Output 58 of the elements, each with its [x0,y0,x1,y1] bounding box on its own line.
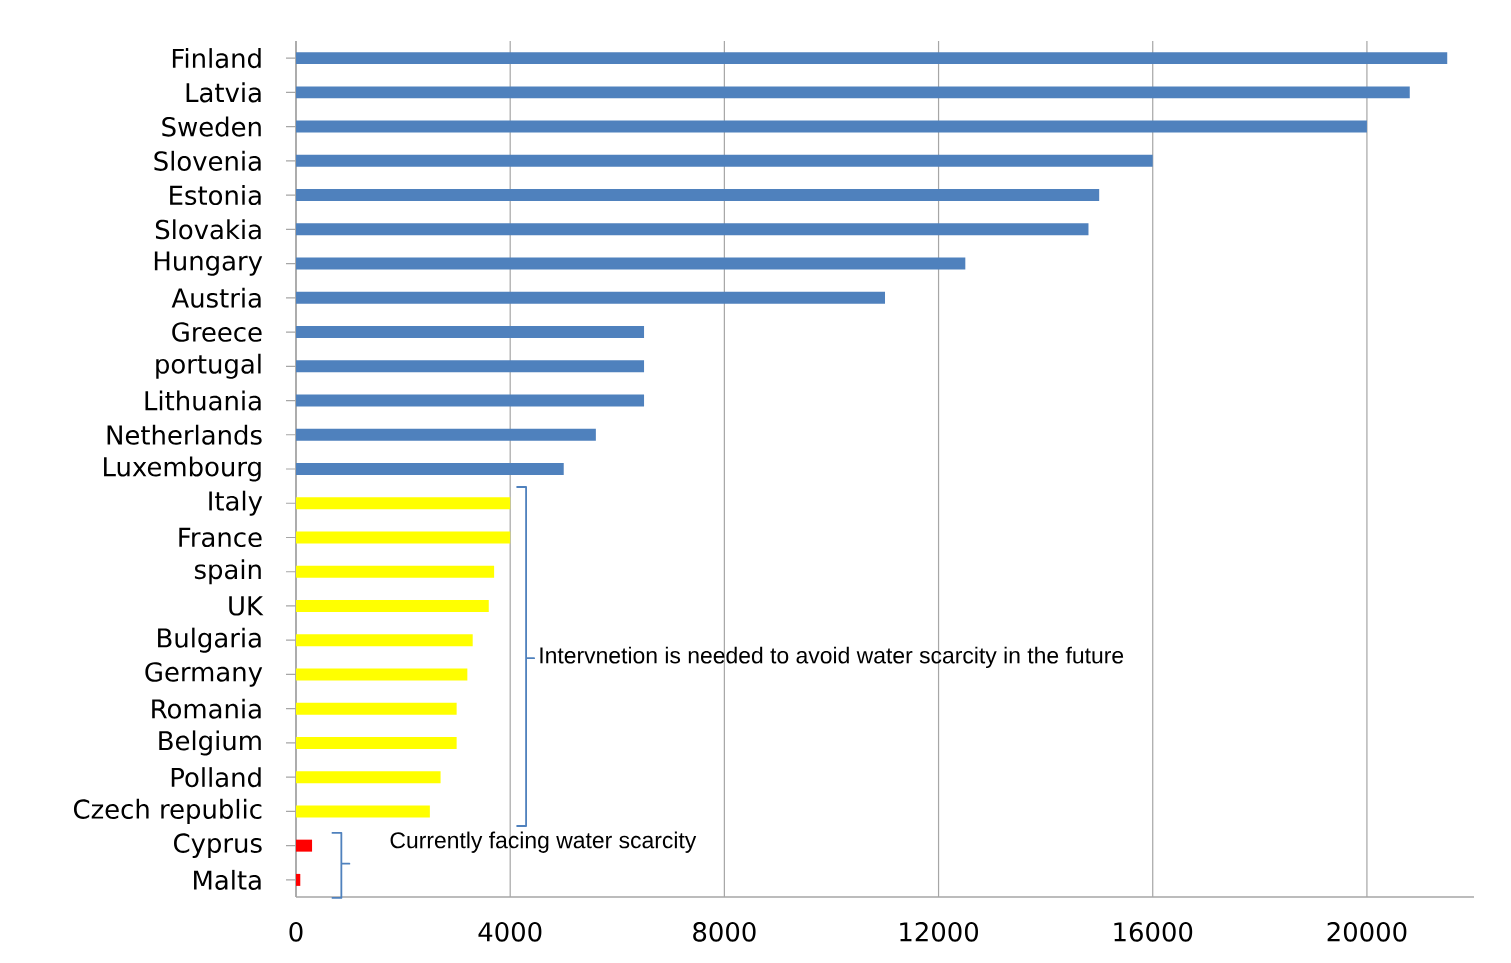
y-tick-label: Cyprus [174,833,262,858]
bar [296,805,430,818]
y-tick-label: Estonia [170,185,261,206]
x-tick-label: 8000 [693,922,756,942]
bar [296,531,511,544]
y-tick-label: portugal [156,353,261,379]
bar [296,428,596,441]
y-tick-label: Slovakia [155,219,261,240]
y-tick-label: Bulgaria [158,627,261,653]
y-tick-label: Greece [172,322,262,342]
x-tick-label: 16000 [1114,922,1193,942]
y-tick-label: Belgium [159,730,261,756]
y-tick-label: Malta [194,869,261,890]
bar [296,52,1448,65]
bar [296,565,495,578]
annotation: Currently facing water scarcity [390,831,697,853]
y-tick-label: Hungary [154,251,263,276]
y-tick-label: Germany [145,662,263,687]
y-tick-label: Austria [171,287,261,308]
y-tick-label: Luxembourg [104,456,261,482]
bar [296,257,966,270]
y-tick-label: spain [194,559,261,585]
bar [296,668,468,681]
bar [296,326,645,339]
y-tick-label: Sweden [162,116,261,137]
y-tick-label: UK [229,596,264,616]
y-tick-label: Italy [209,490,263,516]
bar [296,497,511,510]
y-tick-label: France [179,527,262,548]
bar [296,86,1410,99]
bar [296,599,489,612]
y-tick-label: Slovenia [154,150,261,171]
y-tick-label: Romania [152,698,261,719]
bar [296,189,1100,202]
bar [296,839,313,852]
annotation: Intervnetion is needed to avoid water scarcity in the future [540,646,1124,668]
y-tick-label: Lithuania [145,390,261,411]
x-tick-label: 0 [289,922,303,942]
bar [296,463,564,475]
bar [296,736,457,749]
bar [296,120,1367,133]
bar [296,634,473,647]
bar [296,291,886,304]
bar [296,873,301,886]
bar [296,223,1089,236]
x-tick-label: 20000 [1327,922,1407,942]
y-tick-label: Polland [171,767,261,788]
bar [296,360,645,373]
y-tick-label: Finland [172,48,261,69]
bar [296,154,1153,167]
y-tick-label: Latvia [186,82,261,103]
x-tick-label: 12000 [900,922,978,942]
x-tick-label: 4000 [478,922,542,942]
y-tick-label: Czech republic [73,798,262,824]
bar [296,771,441,784]
bar [296,702,457,715]
y-tick-label: Netherlands [107,424,262,445]
bar [296,394,645,407]
